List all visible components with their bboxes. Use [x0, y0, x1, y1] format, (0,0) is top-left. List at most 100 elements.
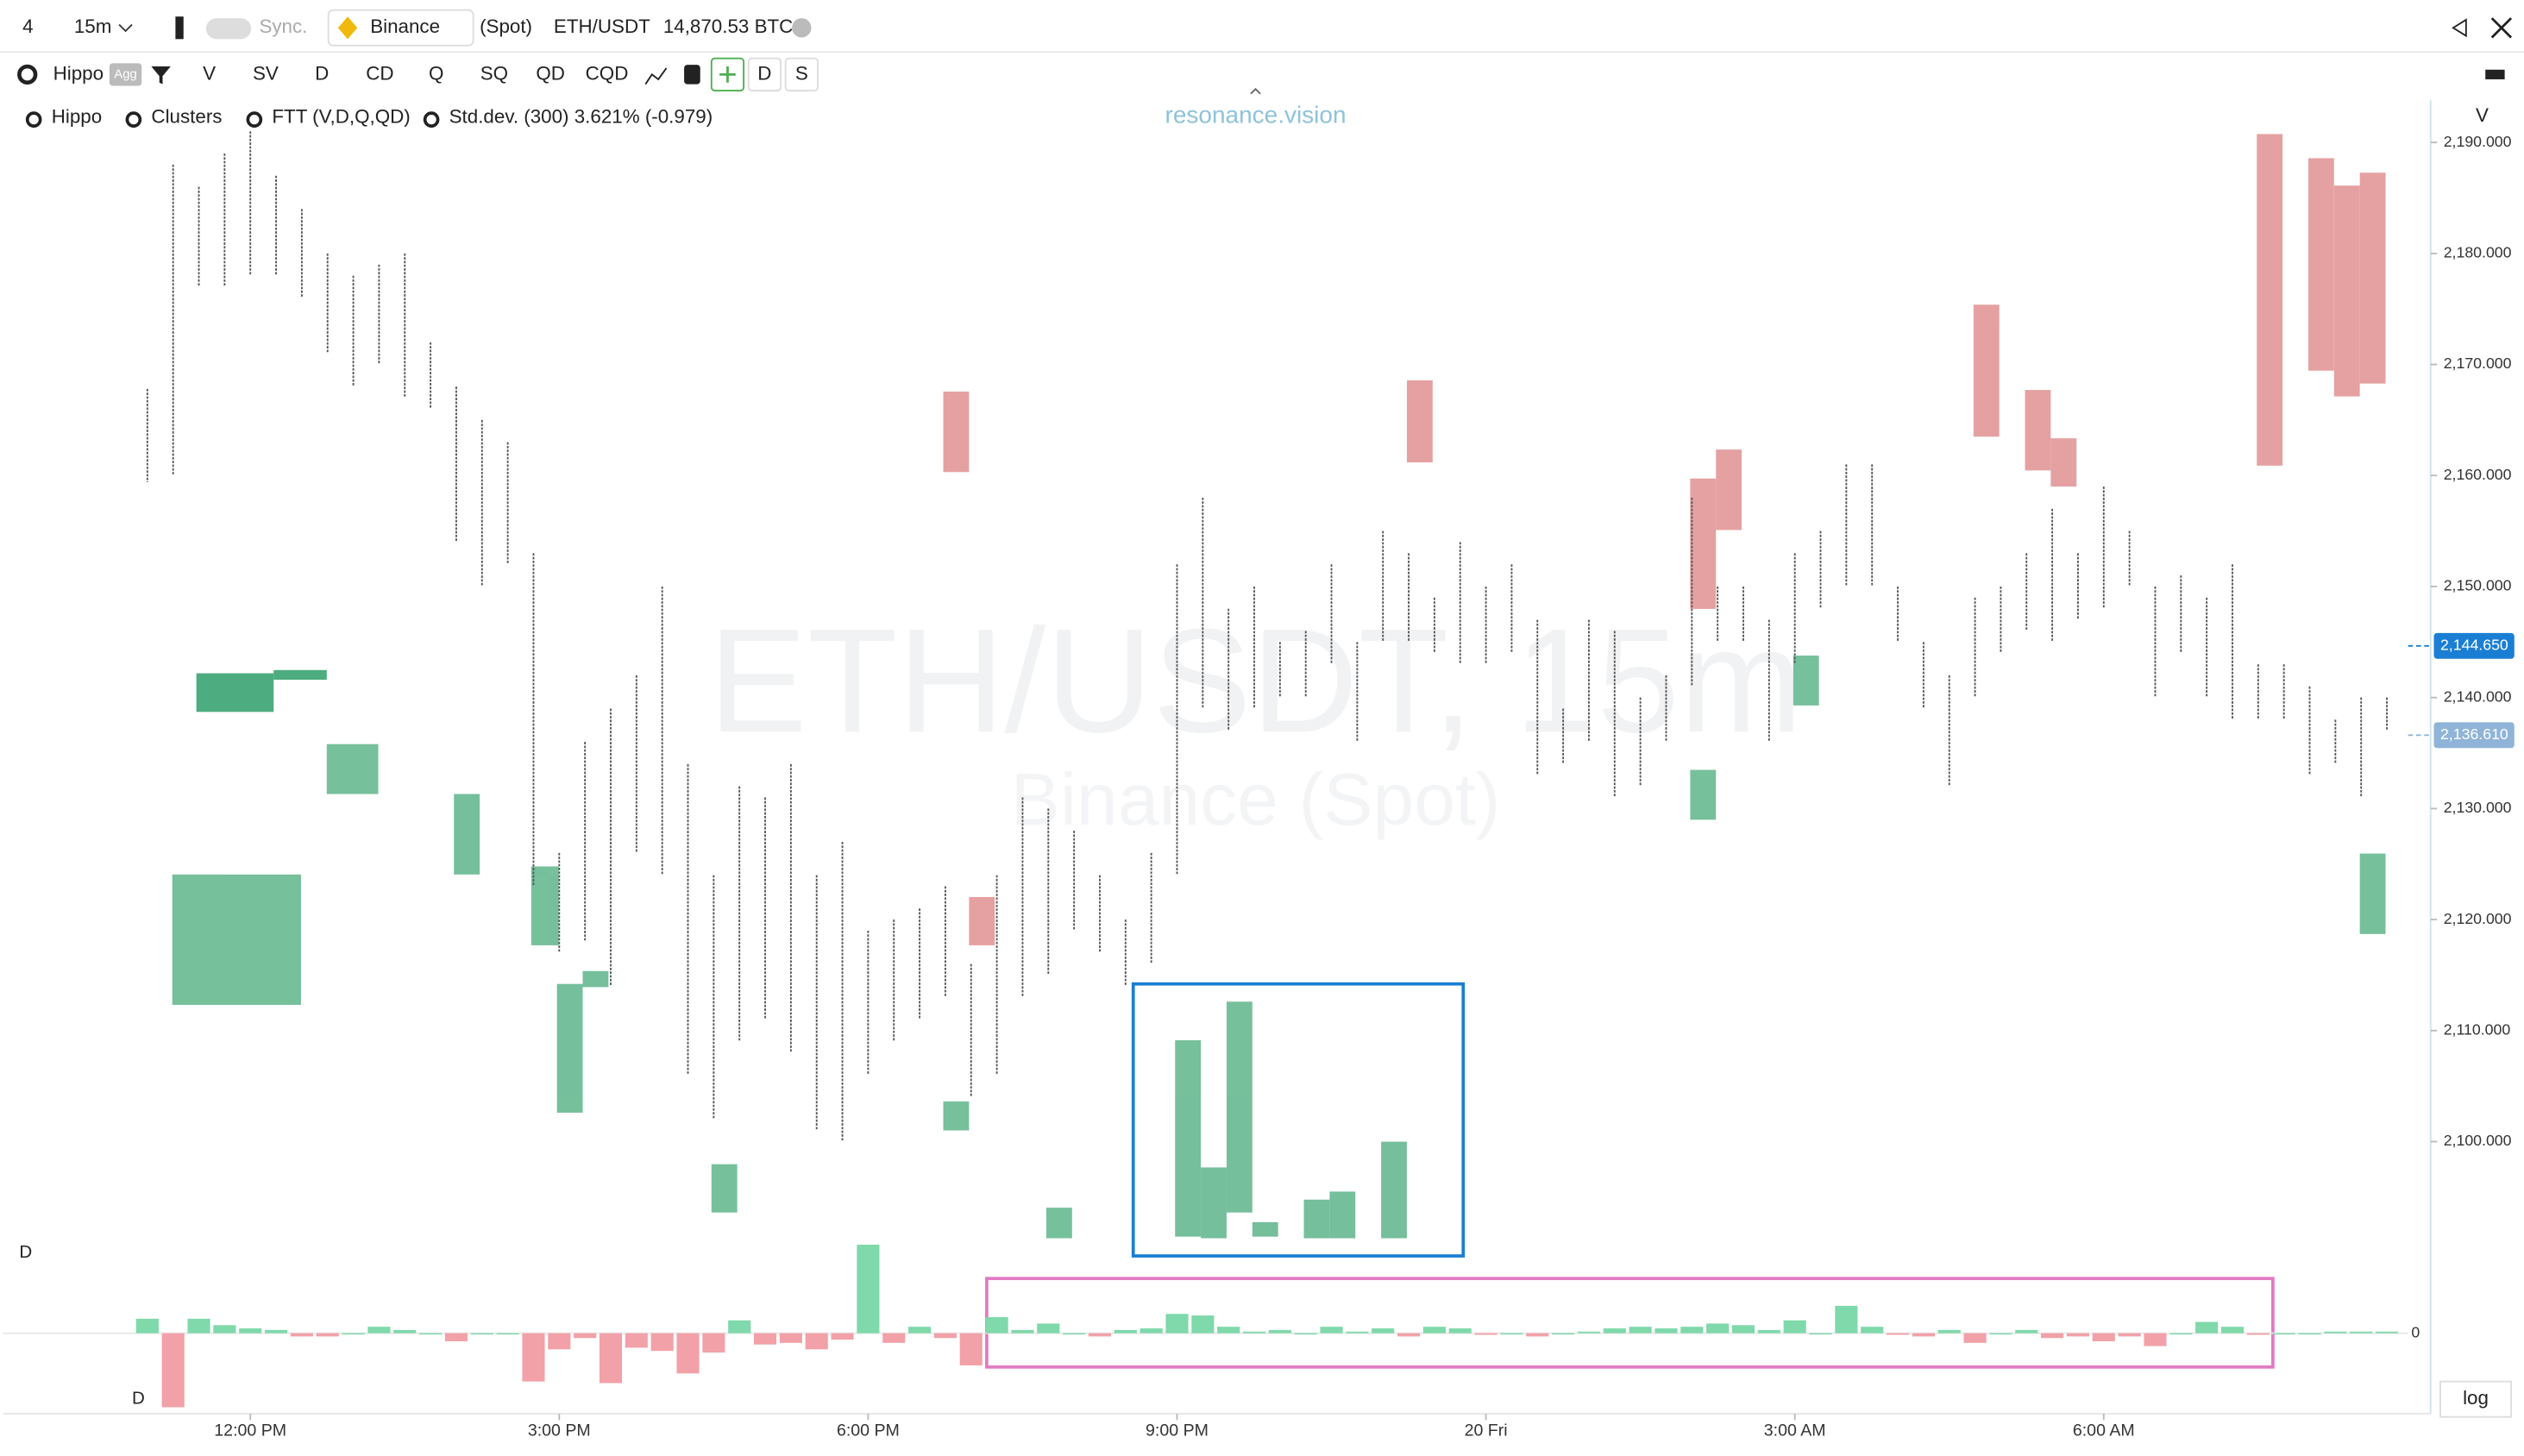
eye-icon[interactable] — [125, 111, 142, 128]
delta-bar — [1577, 1331, 1601, 1334]
y-tick-label: 2,100.000 — [2444, 1132, 2512, 1149]
sync-label: Sync. — [259, 16, 307, 37]
volume: 14,870.53 BTC — [663, 16, 794, 37]
exchange[interactable]: Binance — [370, 16, 440, 37]
sync-toggle[interactable] — [205, 18, 252, 40]
eye-off-icon[interactable] — [246, 111, 263, 128]
delta-bar — [1165, 1314, 1189, 1334]
delta-bar — [2092, 1333, 2115, 1341]
watermark: resonance.vision — [1165, 101, 1347, 128]
flag-icon[interactable] — [175, 16, 184, 40]
delta-bar — [135, 1318, 159, 1334]
collapse-icon[interactable] — [1250, 87, 1261, 95]
exchange-select[interactable] — [327, 9, 474, 47]
add-button[interactable] — [710, 57, 745, 91]
agg-badge — [109, 63, 142, 86]
y-tick-label: 2,110.000 — [2444, 1020, 2511, 1038]
delta-bar — [933, 1333, 957, 1339]
delta-bar — [728, 1320, 751, 1334]
legend-item[interactable]: Hippo — [52, 106, 102, 128]
eye-icon[interactable] — [423, 111, 440, 128]
delta-bar — [1783, 1320, 1806, 1334]
delta-bar — [1629, 1327, 1652, 1334]
settings-icon[interactable] — [17, 64, 38, 85]
price-badge — [2433, 722, 2515, 749]
delta-bar — [2220, 1327, 2245, 1334]
delta-bar — [187, 1318, 210, 1334]
chart-icon[interactable] — [644, 67, 668, 85]
delta-bar — [599, 1333, 623, 1384]
x-tick-label: 6:00 AM — [2073, 1421, 2135, 1440]
delta-bar — [1526, 1333, 1549, 1337]
y-tick-label: 2,120.000 — [2444, 910, 2512, 927]
mode-button[interactable]: V — [203, 62, 216, 84]
highlight-box — [1131, 982, 1466, 1258]
delta-bar — [1474, 1333, 1497, 1335]
log-button[interactable] — [2439, 1380, 2513, 1418]
delta-bar — [1088, 1333, 1112, 1337]
eye-icon[interactable] — [25, 111, 42, 128]
chevron — [118, 23, 133, 33]
delta-bar — [2195, 1321, 2219, 1334]
delta-bar — [1397, 1333, 1421, 1337]
mode-button[interactable]: D — [315, 62, 329, 84]
layout-count[interactable]: 4 — [22, 16, 33, 37]
delta-bar — [1680, 1327, 1704, 1334]
log-label[interactable]: log — [2463, 1387, 2489, 1409]
mode-button[interactable]: CQD — [586, 62, 629, 84]
doc-icon[interactable] — [684, 65, 700, 85]
y-tick-label: 2,190.000 — [2444, 133, 2512, 150]
plot: 2,100.000 2,110.000 2,120.000 2,130.000 2,14… — [3, 131, 2515, 1440]
market: (Spot) — [480, 16, 532, 37]
symbol[interactable]: ETH/USDT — [554, 16, 650, 37]
delta-bar — [702, 1333, 725, 1353]
legend-item[interactable]: FTT (V,D,Q,QD) — [272, 106, 410, 128]
ruler-icon[interactable] — [2485, 69, 2505, 79]
symbol-watermark: ETH/USDT, 15m — [708, 599, 1803, 763]
price-label: 2,144.650 — [2440, 637, 2508, 654]
share-icon[interactable] — [2452, 18, 2467, 38]
delta-bar — [1886, 1333, 1910, 1335]
legend-item[interactable]: Std.dev. (300) 3.621% (-0.979) — [449, 106, 713, 128]
price-badge — [2433, 632, 2515, 659]
delta-bar — [831, 1333, 854, 1340]
delta-bar — [908, 1327, 932, 1334]
delta-bar — [1706, 1323, 1730, 1334]
mode-button[interactable]: SV — [253, 62, 279, 84]
mode-button[interactable]: Q — [429, 62, 443, 84]
delta-bar — [1448, 1328, 1472, 1334]
interval[interactable]: 15m — [74, 16, 112, 37]
indicator[interactable]: Hippo — [53, 62, 104, 84]
delta-bar — [2144, 1333, 2167, 1346]
delta-bar — [1963, 1333, 1987, 1343]
s-label[interactable]: S — [795, 62, 808, 84]
mode-button[interactable]: SQ — [480, 62, 508, 84]
delta-bar — [1320, 1327, 1343, 1334]
close-icon[interactable] — [2490, 17, 2513, 39]
exchange-watermark: Binance (Spot) — [1011, 758, 1501, 841]
y-tick-label: 2,140.000 — [2444, 687, 2512, 705]
delta-bar — [857, 1245, 880, 1334]
delta-bar — [805, 1333, 828, 1350]
delta-bar — [1603, 1328, 1626, 1334]
delta-bar — [1268, 1329, 1291, 1334]
mode-button[interactable]: CD — [366, 62, 393, 84]
delta-bar — [1140, 1328, 1163, 1334]
delta-bar — [2324, 1331, 2347, 1334]
delta-tick-label: 0 — [2411, 1323, 2420, 1340]
d-label[interactable]: D — [757, 62, 771, 84]
delta-bar — [985, 1316, 1008, 1334]
filter-icon[interactable] — [151, 66, 171, 85]
delta-bar — [2350, 1331, 2373, 1334]
delta-bar — [1757, 1329, 1780, 1334]
s-button[interactable] — [784, 57, 819, 91]
mode-button[interactable]: QD — [536, 62, 565, 84]
legend-item[interactable]: Clusters — [151, 106, 222, 128]
d-button[interactable] — [747, 57, 782, 91]
x-tick-label: 9:00 PM — [1146, 1421, 1209, 1440]
delta-bar — [779, 1333, 802, 1343]
scale-label: V — [2476, 104, 2489, 126]
x-tick-label: 12:00 PM — [214, 1421, 286, 1440]
delta-bar — [625, 1333, 648, 1348]
agg-label[interactable]: Agg — [114, 66, 137, 81]
